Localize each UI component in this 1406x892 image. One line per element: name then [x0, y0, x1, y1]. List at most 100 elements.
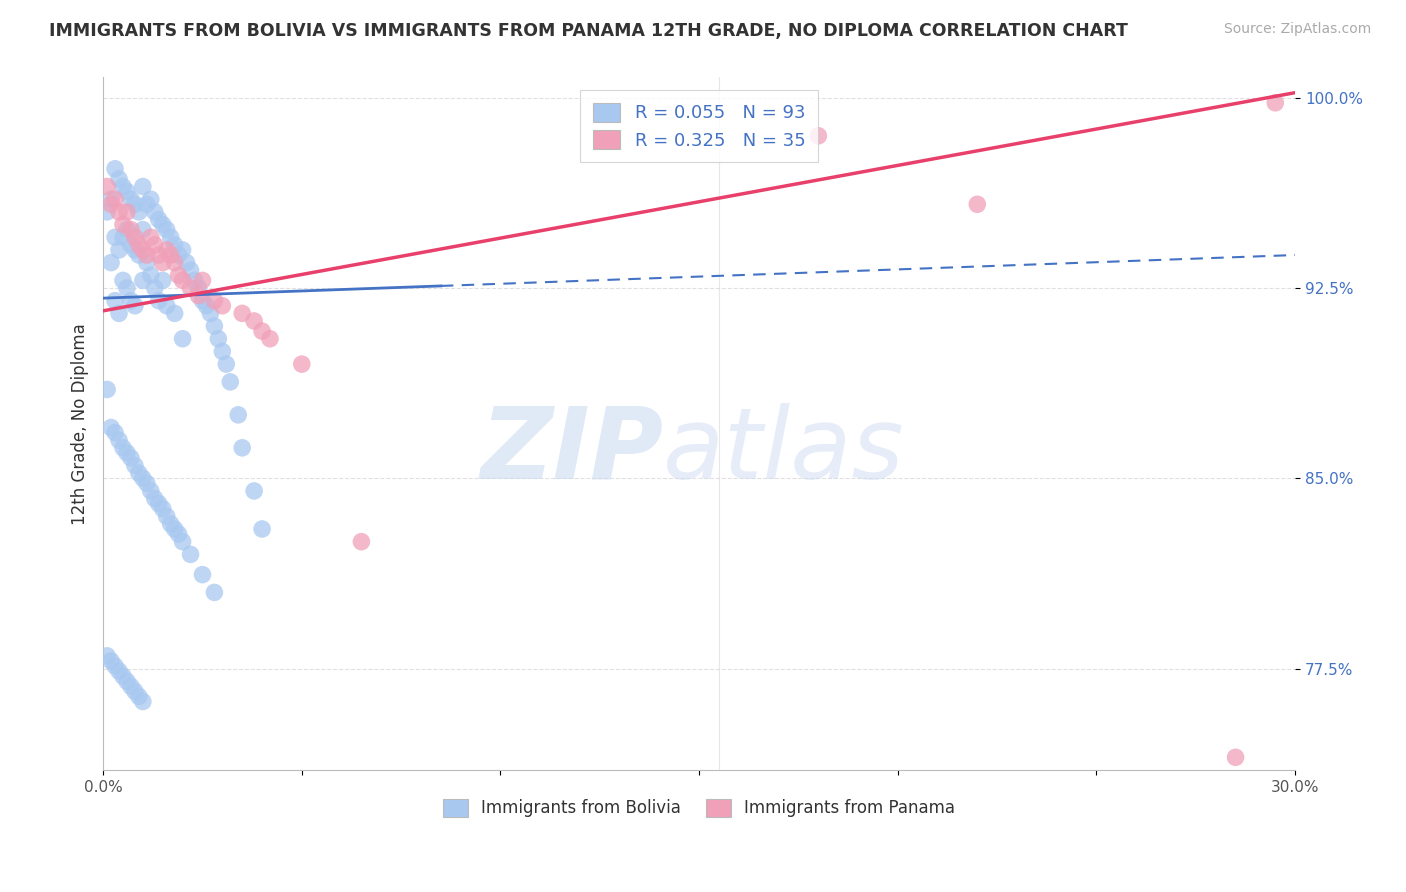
Point: [1225, 750, 1247, 764]
Point: [156, 299, 179, 313]
Point: [163, 238, 186, 252]
Point: [104, 230, 127, 244]
Point: [202, 319, 225, 334]
Point: [132, 471, 155, 485]
Point: [115, 446, 138, 460]
Point: [143, 491, 166, 506]
Point: [231, 441, 253, 455]
Point: [135, 197, 157, 211]
Point: [128, 690, 150, 704]
Point: [100, 420, 122, 434]
Point: [191, 567, 214, 582]
Point: [104, 293, 127, 308]
Point: [156, 509, 179, 524]
Point: [100, 197, 122, 211]
Point: [128, 466, 150, 480]
Point: [807, 128, 830, 143]
Point: [159, 230, 181, 244]
Point: [172, 243, 194, 257]
Point: [104, 425, 127, 440]
Point: [152, 273, 174, 287]
Point: [172, 332, 194, 346]
Point: [108, 172, 131, 186]
Legend: Immigrants from Bolivia, Immigrants from Panama: Immigrants from Bolivia, Immigrants from…: [436, 792, 962, 824]
Point: [195, 299, 218, 313]
Point: [132, 273, 155, 287]
Point: [250, 522, 273, 536]
Point: [115, 674, 138, 689]
Point: [152, 218, 174, 232]
Point: [139, 192, 162, 206]
Point: [148, 293, 170, 308]
Point: [132, 243, 155, 257]
Point: [128, 248, 150, 262]
Point: [291, 357, 314, 371]
Point: [135, 476, 157, 491]
Point: [167, 248, 190, 262]
Text: Source: ZipAtlas.com: Source: ZipAtlas.com: [1223, 22, 1371, 37]
Point: [124, 458, 146, 473]
Point: [207, 332, 229, 346]
Text: ZIP: ZIP: [481, 403, 664, 500]
Point: [226, 408, 249, 422]
Point: [163, 255, 186, 269]
Point: [202, 293, 225, 308]
Point: [120, 293, 142, 308]
Point: [159, 248, 181, 262]
Point: [120, 192, 142, 206]
Point: [172, 534, 194, 549]
Point: [108, 664, 131, 678]
Text: IMMIGRANTS FROM BOLIVIA VS IMMIGRANTS FROM PANAMA 12TH GRADE, NO DIPLOMA CORRELA: IMMIGRANTS FROM BOLIVIA VS IMMIGRANTS FR…: [49, 22, 1128, 40]
Point: [139, 483, 162, 498]
Point: [180, 281, 202, 295]
Point: [176, 255, 198, 269]
Point: [132, 222, 155, 236]
Point: [180, 547, 202, 561]
Point: [259, 332, 281, 346]
Point: [128, 205, 150, 219]
Point: [143, 205, 166, 219]
Point: [124, 684, 146, 698]
Point: [104, 659, 127, 673]
Point: [159, 516, 181, 531]
Point: [96, 179, 118, 194]
Point: [139, 230, 162, 244]
Point: [167, 527, 190, 541]
Point: [243, 314, 266, 328]
Point: [115, 222, 138, 236]
Point: [219, 375, 242, 389]
Point: [152, 255, 174, 269]
Point: [104, 161, 127, 176]
Text: atlas: atlas: [664, 403, 905, 500]
Point: [243, 483, 266, 498]
Point: [132, 694, 155, 708]
Point: [202, 585, 225, 599]
Point: [211, 299, 233, 313]
Point: [124, 230, 146, 244]
Point: [163, 306, 186, 320]
Point: [148, 497, 170, 511]
Point: [200, 306, 222, 320]
Y-axis label: 12th Grade, No Diploma: 12th Grade, No Diploma: [72, 323, 89, 524]
Point: [111, 273, 134, 287]
Point: [100, 654, 122, 668]
Point: [96, 205, 118, 219]
Point: [172, 273, 194, 287]
Point: [143, 281, 166, 295]
Point: [143, 238, 166, 252]
Point: [108, 434, 131, 448]
Point: [135, 255, 157, 269]
Point: [211, 344, 233, 359]
Point: [152, 501, 174, 516]
Point: [191, 273, 214, 287]
Point: [1264, 95, 1286, 110]
Point: [135, 248, 157, 262]
Point: [148, 248, 170, 262]
Point: [120, 238, 142, 252]
Point: [124, 197, 146, 211]
Point: [115, 205, 138, 219]
Point: [111, 179, 134, 194]
Point: [100, 192, 122, 206]
Point: [111, 218, 134, 232]
Point: [96, 648, 118, 663]
